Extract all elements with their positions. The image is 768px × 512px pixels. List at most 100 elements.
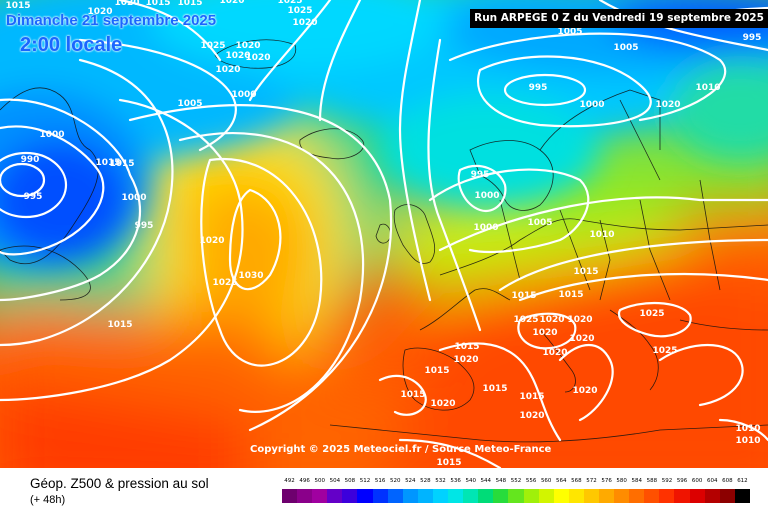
legend-tick-label: 564 xyxy=(556,478,567,484)
isobar-label: 1020 xyxy=(114,0,139,8)
legend-tick-label: 508 xyxy=(344,478,356,484)
isobar-label: 1025 xyxy=(200,41,225,51)
isobar-label: 1005 xyxy=(557,27,582,37)
isobar-label: 1015 xyxy=(511,291,536,301)
legend-tick-label: 572 xyxy=(586,478,597,484)
legend-swatch xyxy=(704,489,720,503)
isobar-label: 1020 xyxy=(519,411,544,421)
isobar-label: 1020 xyxy=(245,53,270,63)
legend-swatch xyxy=(689,489,705,503)
isobar-label: 1015 xyxy=(107,320,132,330)
isobar-label: 1020 xyxy=(199,236,224,246)
isobar-label: 1020 xyxy=(567,315,592,325)
legend-tick-label: 512 xyxy=(359,478,371,484)
isobar-label: 1015 xyxy=(558,290,583,300)
isobar-label: 1025 xyxy=(212,278,237,288)
product-title: Géop. Z500 & pression au sol xyxy=(30,476,209,491)
legend-swatch xyxy=(387,489,403,503)
isobar-label: 1000 xyxy=(474,191,499,201)
legend-tick-label: 520 xyxy=(389,478,401,484)
legend-swatch xyxy=(493,489,509,503)
legend-swatch xyxy=(734,489,750,503)
isobar-label: 1015 xyxy=(400,390,425,400)
geopotential-color-field xyxy=(0,0,768,468)
isobar-label: 1015 xyxy=(573,267,598,277)
isobar-label: 1020 xyxy=(655,100,680,110)
legend-tick-label: 504 xyxy=(329,478,341,484)
isobar-label: 1015 xyxy=(177,0,202,8)
legend-swatch xyxy=(598,489,615,503)
isobar-label: 1015 xyxy=(95,158,120,168)
lead-time: (+ 48h) xyxy=(30,494,66,506)
legend-tick-label: 600 xyxy=(691,478,703,484)
isobar-label: 1005 xyxy=(177,99,202,109)
isobars xyxy=(0,0,768,468)
isobar-label: 1015 xyxy=(454,342,479,352)
isobar-label: 1010 xyxy=(735,424,760,434)
legend-tick-label: 544 xyxy=(480,478,492,484)
legend-swatch xyxy=(357,489,373,503)
legend-swatch xyxy=(644,489,660,503)
legend-swatch xyxy=(659,489,675,503)
legend-swatch xyxy=(508,489,524,503)
isobar-label: 995 xyxy=(529,83,548,93)
isobar-label: 1015 xyxy=(436,458,461,468)
legend-tick-label: 532 xyxy=(435,478,446,484)
legend-swatch xyxy=(342,489,358,503)
isobar-label: 1015 xyxy=(145,0,170,8)
legend-tick-label: 548 xyxy=(495,478,507,484)
isobar-label: 1015 xyxy=(109,159,134,169)
legend-swatch xyxy=(629,489,645,503)
isobar-label: 995 xyxy=(471,170,490,180)
legend-swatch xyxy=(719,489,735,503)
isobar-label: 1025 xyxy=(652,346,677,356)
coastlines-borders xyxy=(0,39,768,443)
isobar-label: 1000 xyxy=(231,90,256,100)
legend-swatch xyxy=(538,489,554,503)
legend-swatches xyxy=(282,489,750,503)
isobar-label: 1020 xyxy=(453,355,478,365)
isobar-label: 1020 xyxy=(225,51,250,61)
legend-tick-label: 584 xyxy=(631,478,643,484)
isobar-label: 1025 xyxy=(277,0,302,6)
isobar-label: 1010 xyxy=(589,230,614,240)
isobar-label: 1015 xyxy=(424,366,449,376)
color-scale-legend: 492 496 500 504 508 512 516 520 524 528 532 536 540 5… xyxy=(282,478,750,506)
legend-tick-label: 492 xyxy=(284,478,295,484)
legend-tick-label: 592 xyxy=(661,478,673,484)
isobar-label: 1020 xyxy=(430,399,455,409)
forecast-local-time: 2:00 locale xyxy=(20,34,123,56)
legend-swatch xyxy=(327,489,343,503)
legend-tick-label: 588 xyxy=(646,478,658,484)
legend-tick-labels: 492 496 500 504 508 512 516 520 524 528 532 536 540 5… xyxy=(282,478,750,488)
legend-swatch xyxy=(282,489,298,503)
isobar-label: 1025 xyxy=(287,6,312,16)
map-footer: Géop. Z500 & pression au sol (+ 48h) 492… xyxy=(0,468,768,512)
legend-swatch xyxy=(583,489,599,503)
isobar-label: 1025 xyxy=(639,309,664,319)
forecast-date: Dimanche 21 septembre 2025 xyxy=(6,12,217,29)
legend-swatch xyxy=(478,489,494,503)
legend-tick-label: 608 xyxy=(722,478,733,484)
legend-tick-label: 524 xyxy=(405,478,416,484)
isobar-label: 1020 xyxy=(215,65,240,75)
legend-swatch xyxy=(417,489,433,503)
isobar-label: 1020 xyxy=(87,7,112,17)
isobar-label: 1020 xyxy=(292,18,317,28)
isobar-label: 1020 xyxy=(572,386,597,396)
legend-tick-label: 580 xyxy=(616,478,627,484)
isobar-label: 995 xyxy=(743,33,762,43)
copyright-notice: Copyright © 2025 Meteociel.fr / Source M… xyxy=(250,444,552,455)
legend-tick-label: 596 xyxy=(676,478,688,484)
isobar-label: 1020 xyxy=(542,348,567,358)
isobar-label: 1020 xyxy=(569,334,594,344)
isobar-label: 1020 xyxy=(219,0,244,6)
isobar-label: 1015 xyxy=(482,384,507,394)
legend-swatch xyxy=(297,489,313,503)
legend-swatch xyxy=(432,489,449,503)
isobar-label: 1020 xyxy=(532,328,557,338)
isobar-label: 1005 xyxy=(613,43,638,53)
